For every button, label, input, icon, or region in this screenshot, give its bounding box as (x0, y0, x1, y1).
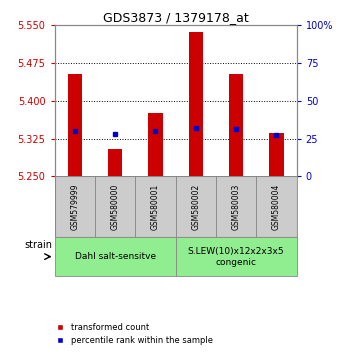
Text: GSM580001: GSM580001 (151, 184, 160, 230)
Bar (55, 176, 95, 237)
Bar (148, 113, 163, 176)
Bar (229, 74, 243, 176)
Bar (68, 74, 82, 176)
Bar (55, 237, 176, 276)
Text: strain: strain (25, 240, 53, 250)
Bar (189, 32, 203, 176)
Text: GSM580000: GSM580000 (110, 184, 120, 230)
Bar (216, 176, 256, 237)
Legend: transformed count, percentile rank within the sample: transformed count, percentile rank withi… (48, 320, 216, 348)
Text: GSM580003: GSM580003 (232, 184, 241, 230)
Text: Dahl salt-sensitve: Dahl salt-sensitve (75, 252, 155, 261)
Text: GSM580004: GSM580004 (272, 184, 281, 230)
Text: GSM580002: GSM580002 (191, 184, 200, 230)
Text: GSM579999: GSM579999 (70, 183, 79, 230)
Title: GDS3873 / 1379178_at: GDS3873 / 1379178_at (103, 11, 249, 24)
Bar (176, 237, 297, 276)
Bar (176, 176, 216, 237)
Text: S.LEW(10)x12x2x3x5
congenic: S.LEW(10)x12x2x3x5 congenic (188, 247, 284, 267)
Bar (135, 176, 176, 237)
Bar (256, 176, 297, 237)
Bar (108, 149, 122, 176)
Bar (95, 176, 135, 237)
Bar (269, 133, 284, 176)
